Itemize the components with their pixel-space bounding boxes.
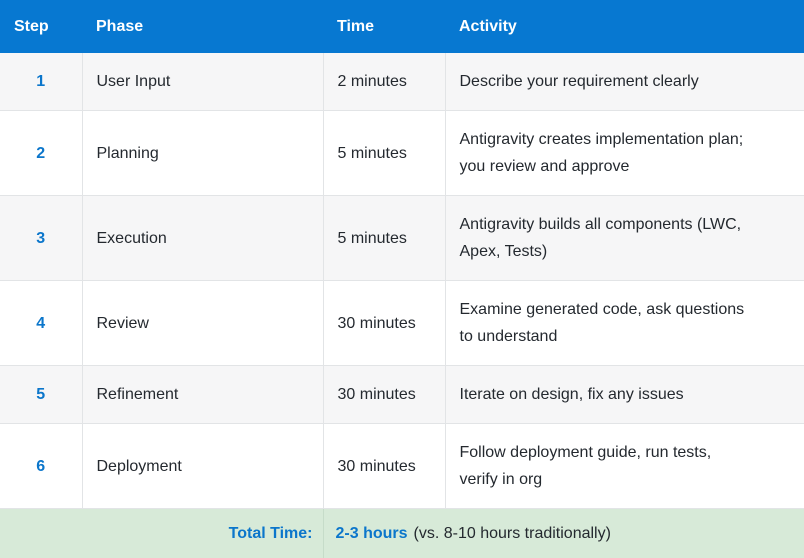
table-row: 5 Refinement 30 minutes Iterate on desig… xyxy=(0,366,804,424)
time-cell: 30 minutes xyxy=(323,366,445,424)
phase-cell: User Input xyxy=(82,53,323,111)
step-cell: 5 xyxy=(0,366,82,424)
time-cell: 30 minutes xyxy=(323,281,445,366)
activity-cell: Follow deployment guide, run tests, veri… xyxy=(445,424,804,509)
table-body: 1 User Input 2 minutes Describe your req… xyxy=(0,53,804,509)
time-cell: 30 minutes xyxy=(323,424,445,509)
table-header: Step Phase Time Activity xyxy=(0,0,804,53)
step-cell: 6 xyxy=(0,424,82,509)
table-row: 4 Review 30 minutes Examine generated co… xyxy=(0,281,804,366)
activity-cell: Describe your requirement clearly xyxy=(445,53,804,111)
total-time-value: 2-3 hours (vs. 8-10 hours traditionally) xyxy=(323,509,804,558)
table-row: 2 Planning 5 minutes Antigravity creates… xyxy=(0,111,804,196)
phase-cell: Execution xyxy=(82,196,323,281)
column-header-time: Time xyxy=(323,0,445,53)
time-cell: 5 minutes xyxy=(323,196,445,281)
step-cell: 4 xyxy=(0,281,82,366)
phase-cell: Deployment xyxy=(82,424,323,509)
activity-cell: Examine generated code, ask questions to… xyxy=(445,281,804,366)
time-cell: 2 minutes xyxy=(323,53,445,111)
activity-cell: Antigravity builds all components (LWC, … xyxy=(445,196,804,281)
total-row: Total Time: 2-3 hours (vs. 8-10 hours tra… xyxy=(0,509,804,558)
step-cell: 1 xyxy=(0,53,82,111)
activity-cell: Iterate on design, fix any issues xyxy=(445,366,804,424)
total-time-duration: 2-3 hours xyxy=(336,525,408,542)
phase-cell: Planning xyxy=(82,111,323,196)
column-header-activity: Activity xyxy=(445,0,804,53)
column-header-step: Step xyxy=(0,0,82,53)
phase-cell: Refinement xyxy=(82,366,323,424)
table-row: 6 Deployment 30 minutes Follow deploymen… xyxy=(0,424,804,509)
table-row: 1 User Input 2 minutes Describe your req… xyxy=(0,53,804,111)
table-footer: Total Time: 2-3 hours (vs. 8-10 hours tra… xyxy=(0,509,804,558)
step-cell: 2 xyxy=(0,111,82,196)
step-cell: 3 xyxy=(0,196,82,281)
column-header-phase: Phase xyxy=(82,0,323,53)
time-cell: 5 minutes xyxy=(323,111,445,196)
header-row: Step Phase Time Activity xyxy=(0,0,804,53)
activity-cell: Antigravity creates implementation plan;… xyxy=(445,111,804,196)
phase-cell: Review xyxy=(82,281,323,366)
total-time-comparison: (vs. 8-10 hours traditionally) xyxy=(414,525,611,542)
total-time-label: Total Time: xyxy=(0,509,323,558)
table-row: 3 Execution 5 minutes Antigravity builds… xyxy=(0,196,804,281)
